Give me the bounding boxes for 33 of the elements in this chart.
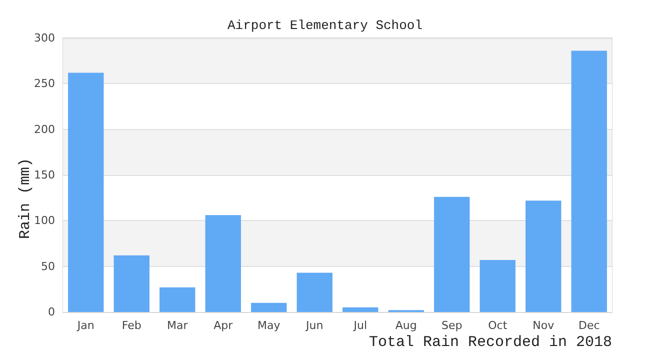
bar — [205, 215, 241, 312]
bar — [160, 287, 196, 312]
bar — [68, 72, 104, 312]
y-tick-label: 50 — [41, 260, 55, 273]
x-tick-label: Aug — [395, 319, 417, 332]
x-tick-label: Sep — [442, 319, 462, 332]
y-tick-label: 0 — [48, 306, 55, 318]
x-tick-label: Oct — [488, 319, 508, 332]
x-tick-label: Feb — [122, 319, 142, 332]
chart-title: Airport Elementary School — [227, 18, 423, 33]
x-tick-label: Jun — [305, 319, 324, 332]
bar — [296, 272, 332, 312]
x-tick-label: Nov — [532, 319, 555, 332]
x-tick-label: Mar — [166, 319, 188, 332]
bar — [114, 255, 150, 312]
y-tick-label: 100 — [34, 214, 55, 228]
bar — [251, 302, 287, 312]
x-axis-title: Total Rain Recorded in 2018 — [368, 334, 612, 351]
bar — [342, 307, 378, 312]
y-tick-label: 250 — [34, 77, 55, 90]
x-tick-label: Jul — [352, 319, 368, 332]
y-tick-label: 200 — [34, 122, 55, 136]
x-tick-label: Jan — [76, 319, 94, 332]
bar — [526, 200, 562, 312]
x-tick-label: Apr — [214, 319, 234, 332]
y-tick-label: 150 — [34, 168, 55, 182]
x-tick-label: May — [258, 319, 281, 332]
bar — [480, 260, 516, 312]
y-tick-label: 300 — [34, 32, 55, 44]
bar — [434, 196, 470, 312]
bar — [571, 50, 607, 312]
y-axis-title: Rain (mm) — [17, 158, 34, 240]
x-tick-label: Dec — [578, 319, 600, 332]
